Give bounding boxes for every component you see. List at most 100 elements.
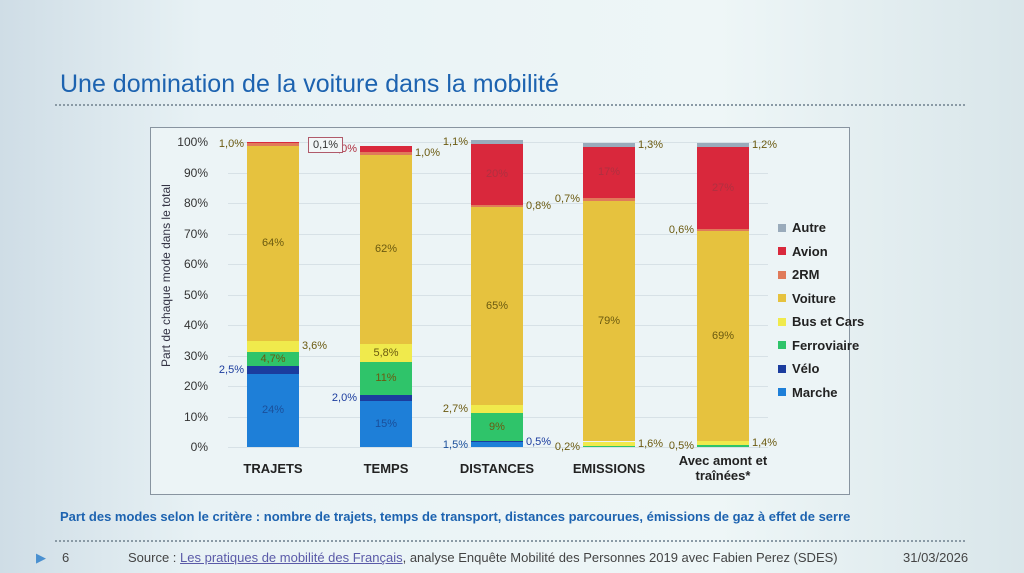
legend-swatch bbox=[778, 388, 786, 396]
bar-segment-2rm bbox=[583, 198, 635, 201]
data-label: 1,1% bbox=[442, 135, 468, 148]
y-axis-label: Part de chaque mode dans le total bbox=[159, 184, 173, 367]
legend-item: Ferroviaire bbox=[778, 338, 859, 353]
data-label: 64% bbox=[261, 237, 285, 250]
bar-segment-marche: 15% bbox=[360, 401, 412, 447]
legend-item: Vélo bbox=[778, 361, 819, 376]
bar-segment-ferroviaire bbox=[583, 446, 635, 447]
legend-label: Autre bbox=[792, 220, 826, 235]
bar-segment-bus-et-cars bbox=[583, 441, 635, 447]
legend-label: Voiture bbox=[792, 290, 836, 306]
y-tick-label: 50% bbox=[183, 287, 208, 302]
bar-segment-voiture: 79% bbox=[583, 200, 635, 442]
legend-label: Vélo bbox=[792, 361, 820, 376]
bar-segment-2rm bbox=[697, 228, 749, 231]
bar-segment-bus-et-cars: 5,8% bbox=[360, 343, 412, 362]
data-label: 4,7% bbox=[260, 352, 286, 365]
legend-swatch bbox=[778, 270, 786, 279]
legend-swatch bbox=[778, 364, 786, 373]
data-label: 9% bbox=[489, 421, 505, 434]
source-label: Source : bbox=[128, 550, 181, 565]
data-label: 17% bbox=[597, 166, 621, 179]
page-number: 6 bbox=[62, 550, 70, 565]
legend-label: Ferroviaire bbox=[792, 337, 860, 353]
bar-segment-voiture: 69% bbox=[697, 230, 749, 442]
source-text: Source : Les pratiques de mobilité des F… bbox=[128, 550, 838, 565]
legend-swatch bbox=[778, 223, 786, 232]
data-label: 0,2% bbox=[554, 440, 580, 453]
y-tick-label: 30% bbox=[183, 348, 208, 363]
x-category-label: EMISSIONS bbox=[572, 461, 646, 476]
data-label: 79% bbox=[597, 315, 621, 328]
bar-segment-vélo bbox=[247, 366, 299, 374]
legend-swatch bbox=[778, 341, 786, 349]
data-label: 1,3% bbox=[638, 138, 664, 151]
bar-segment-voiture: 62% bbox=[360, 154, 412, 344]
legend-swatch bbox=[778, 247, 786, 255]
legend-label: Marche bbox=[792, 384, 838, 400]
legend-item: Bus et Cars bbox=[778, 314, 864, 329]
slide-subtitle: Part des modes selon le critère : nombre… bbox=[60, 509, 851, 524]
date: 31/03/2026 bbox=[903, 550, 969, 565]
bar-segment-ferroviaire: 4,7% bbox=[247, 351, 299, 367]
bar-segment-bus-et-cars bbox=[697, 441, 749, 446]
y-tick-label: 90% bbox=[183, 165, 208, 180]
data-label: 3,6% bbox=[302, 340, 328, 353]
bar-segment-2rm bbox=[360, 151, 412, 155]
data-label: 24% bbox=[261, 404, 285, 417]
bar-segment-vélo bbox=[360, 395, 412, 402]
bar-segment-voiture: 64% bbox=[247, 145, 299, 341]
title-divider bbox=[55, 104, 965, 106]
y-tick-label: 70% bbox=[183, 226, 208, 241]
bar-segment-vélo bbox=[471, 440, 523, 443]
x-category-label: TEMPS bbox=[363, 461, 409, 476]
data-label: 1,5% bbox=[442, 438, 468, 451]
data-label: 11% bbox=[375, 372, 397, 385]
data-label: 69% bbox=[711, 329, 735, 342]
data-label: 0,5% bbox=[668, 440, 694, 453]
legend-item: Avion bbox=[778, 244, 828, 259]
bar-segment-avion: 17% bbox=[583, 146, 635, 199]
legend-swatch bbox=[778, 317, 786, 326]
y-tick-label: 40% bbox=[183, 318, 208, 332]
data-label: 0,6% bbox=[668, 223, 694, 236]
bar-segment-autre bbox=[471, 140, 523, 144]
data-label: 1,6% bbox=[638, 437, 664, 450]
x-category-label: DISTANCES bbox=[459, 461, 535, 476]
data-label: 1,2% bbox=[752, 138, 778, 151]
data-label: 2,7% bbox=[442, 403, 468, 416]
y-tick-label: 10% bbox=[183, 409, 208, 424]
legend-swatch bbox=[778, 294, 786, 302]
bar-segment-bus-et-cars bbox=[471, 405, 523, 414]
legend-label: 2RM bbox=[792, 267, 820, 282]
bar-segment-2rm bbox=[247, 142, 299, 146]
data-label: 1,0% bbox=[415, 147, 441, 160]
data-label: 27% bbox=[711, 181, 735, 194]
bar-segment-voiture: 65% bbox=[471, 206, 523, 406]
data-label: 2,0% bbox=[331, 392, 357, 405]
legend-item: Voiture bbox=[778, 291, 836, 306]
data-label: 0,7% bbox=[554, 193, 580, 206]
legend-label: Bus et Cars bbox=[792, 314, 865, 329]
footer-divider bbox=[55, 540, 965, 542]
data-label: 5,8% bbox=[373, 346, 399, 359]
y-tick-label: 100% bbox=[177, 135, 208, 149]
x-category-label: Avec amont et traînées* bbox=[678, 453, 768, 483]
legend-item: 2RM bbox=[778, 267, 819, 282]
data-label: 1,4% bbox=[752, 437, 778, 450]
source-link[interactable]: Les pratiques de mobilité des Français bbox=[180, 550, 403, 565]
legend-item: Marche bbox=[778, 385, 838, 400]
bar-segment-autre bbox=[697, 142, 749, 147]
slide-title: Une domination de la voiture dans la mob… bbox=[60, 70, 559, 98]
y-tick-label: 60% bbox=[183, 257, 208, 271]
bar-segment-ferroviaire bbox=[697, 445, 749, 447]
y-tick-label: 80% bbox=[183, 196, 208, 210]
data-label: 1,0% bbox=[218, 138, 244, 151]
data-label: 0,8% bbox=[526, 199, 552, 212]
data-label: 65% bbox=[485, 300, 509, 313]
bar-segment-avion: 27% bbox=[697, 146, 749, 229]
x-category-label: TRAJETS bbox=[243, 461, 303, 476]
y-tick-label: 20% bbox=[183, 379, 208, 393]
source-rest: , analyse Enquête Mobilité des Personnes… bbox=[402, 550, 838, 565]
bar-segment-avion: 20% bbox=[471, 143, 523, 205]
